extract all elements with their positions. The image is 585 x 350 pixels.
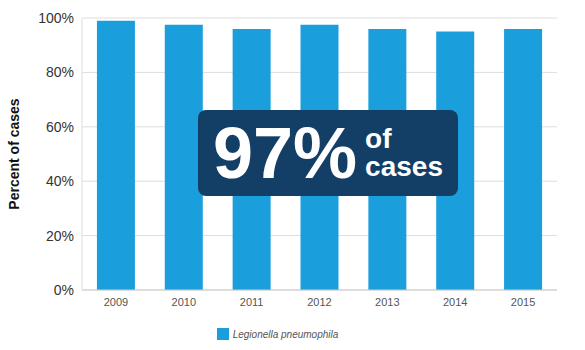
svg-text:2014: 2014 xyxy=(443,296,467,308)
svg-text:100%: 100% xyxy=(38,10,74,26)
svg-text:2009: 2009 xyxy=(104,296,128,308)
html-text:cases: cases xyxy=(365,151,443,182)
html-text:97%: 97% xyxy=(213,113,358,193)
svg-text:20%: 20% xyxy=(46,228,74,244)
svg-text:Percent of cases: Percent of cases xyxy=(8,98,22,209)
svg-text:2015: 2015 xyxy=(511,296,535,308)
svg-text:0%: 0% xyxy=(54,282,74,298)
svg-text:2011: 2011 xyxy=(240,296,264,308)
svg-text:60%: 60% xyxy=(46,119,74,135)
svg-text:80%: 80% xyxy=(46,64,74,80)
html-text:Legionella pneumophila: Legionella pneumophila xyxy=(232,329,339,340)
html-text:of: of xyxy=(365,123,392,154)
svg-text:2013: 2013 xyxy=(375,296,399,308)
svg-text:2012: 2012 xyxy=(307,296,331,308)
svg-text:40%: 40% xyxy=(46,173,74,189)
svg-text:2010: 2010 xyxy=(172,296,196,308)
